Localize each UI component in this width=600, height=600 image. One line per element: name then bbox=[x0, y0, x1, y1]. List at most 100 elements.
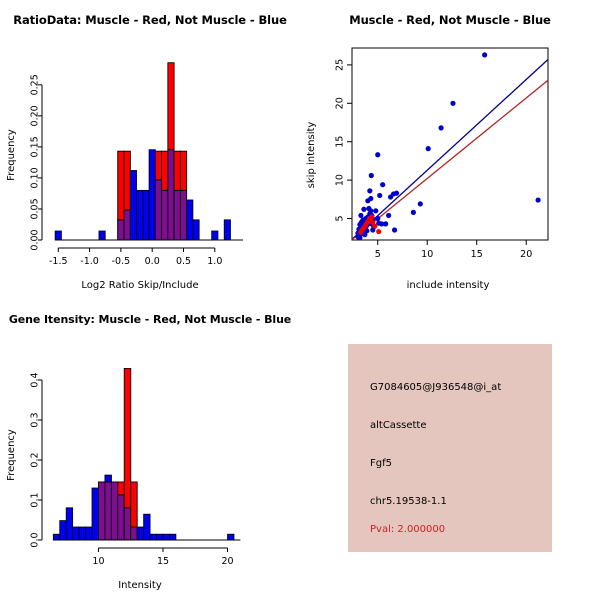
scatter-point bbox=[535, 197, 541, 203]
histogram-bar-blue bbox=[162, 533, 170, 541]
scatter-point bbox=[358, 229, 364, 235]
histogram-bar-overlap bbox=[161, 189, 169, 241]
locus-text: chr5.19538-1.1 bbox=[370, 496, 447, 507]
scatter-point bbox=[383, 221, 389, 227]
ratio-histogram-bars bbox=[54, 62, 243, 241]
scatter-point bbox=[370, 227, 376, 233]
scatter-point bbox=[482, 52, 488, 58]
scatter-plot-y-axis-label: skip intensity bbox=[306, 122, 317, 189]
scatter-point bbox=[375, 152, 381, 158]
y-tick-label: 0.05 bbox=[29, 198, 40, 219]
gene-info-panel: G7084605@J936548@i_at altCassette Fgf5 c… bbox=[300, 300, 600, 600]
y-tick-label: 0.20 bbox=[29, 105, 40, 126]
histogram-bar-blue bbox=[169, 533, 177, 541]
histogram-bar-red bbox=[123, 368, 132, 509]
histogram-bar-blue bbox=[52, 533, 61, 541]
y-tick-label: 0.1 bbox=[29, 492, 40, 507]
histogram-bar-red bbox=[117, 150, 125, 221]
scatter-point bbox=[361, 206, 367, 212]
y-tick-label: 20 bbox=[334, 97, 345, 109]
scatter-point bbox=[372, 223, 378, 229]
scatter-point bbox=[425, 146, 431, 152]
scatter-point bbox=[380, 182, 386, 188]
y-tick-label: 0.10 bbox=[29, 167, 40, 188]
histogram-bar-blue bbox=[72, 526, 80, 541]
histogram-bar-overlap bbox=[98, 481, 106, 541]
histogram-bar-red bbox=[173, 150, 181, 191]
histogram-bar-overlap bbox=[130, 526, 138, 541]
scatter-point bbox=[379, 221, 385, 227]
histogram-bar-blue bbox=[54, 230, 62, 241]
ratio-histogram-axes: -1.5 -1.0 -0.5 0.0 0.5 1.0 0.00 0.05 0.10 0.15 0.2… bbox=[29, 74, 222, 267]
scatter-point bbox=[370, 219, 376, 225]
scatter-point bbox=[358, 212, 364, 219]
histogram-bar-blue bbox=[98, 230, 106, 241]
x-tick-label: 15 bbox=[157, 556, 169, 567]
histogram-bar-overlap bbox=[173, 189, 181, 241]
scatter-point bbox=[386, 212, 392, 219]
histogram-bar-blue bbox=[85, 526, 93, 541]
scatter-plot-svg: 5 10 15 20 5 10 15 20 25 include intensity skip … bbox=[306, 47, 549, 291]
event-type-text: altCassette bbox=[370, 420, 427, 431]
scatter-point bbox=[366, 205, 372, 212]
x-tick-label: 20 bbox=[520, 249, 532, 260]
scatter-fit-line bbox=[351, 79, 549, 241]
histogram-bar-blue bbox=[143, 513, 151, 541]
histogram-bar-blue bbox=[129, 170, 137, 241]
x-tick-label: 0.0 bbox=[145, 256, 160, 267]
scatter-point bbox=[450, 100, 456, 106]
scatter-plot-x-axis-label: include intensity bbox=[407, 280, 490, 291]
scatter-point bbox=[365, 198, 371, 204]
pval-text: Pval: 2.000000 bbox=[370, 524, 446, 535]
histogram-bar-red bbox=[154, 150, 162, 181]
scatter-point bbox=[376, 228, 382, 235]
histogram-bar-blue bbox=[149, 533, 157, 541]
histogram-bar-overlap bbox=[110, 481, 119, 541]
histogram-bar-overlap bbox=[179, 189, 188, 241]
y-tick-label: 0.4 bbox=[29, 372, 40, 387]
y-tick-label: 0.3 bbox=[29, 412, 40, 427]
scatter-point bbox=[438, 125, 444, 131]
histogram-bar-overlap bbox=[123, 209, 131, 241]
scatter-point bbox=[410, 209, 416, 215]
y-tick-label: 0.0 bbox=[29, 532, 40, 547]
scatter-plot-box bbox=[351, 47, 549, 241]
histogram-bar-red bbox=[117, 481, 125, 496]
x-tick-label: -1.0 bbox=[80, 256, 99, 267]
scatter-point bbox=[357, 235, 363, 241]
histogram-bar-overlap bbox=[123, 507, 132, 541]
scatter-plot-title: Muscle - Red, Not Muscle - Blue bbox=[349, 13, 551, 27]
histogram-bar-overlap bbox=[104, 481, 112, 541]
histogram-bar-blue bbox=[211, 230, 219, 241]
y-tick-label: 0.25 bbox=[29, 74, 40, 95]
scatter-point bbox=[417, 201, 423, 207]
histogram-bar-blue bbox=[227, 533, 235, 541]
ratio-histogram-panel: RatioData: Muscle - Red, Not Muscle - Bl… bbox=[0, 0, 300, 300]
histogram-bar-blue bbox=[156, 533, 164, 541]
gene-intensity-histogram-x-axis-label: Intensity bbox=[118, 580, 162, 591]
x-tick-label: 10 bbox=[92, 556, 104, 567]
scatter-fit-line bbox=[351, 59, 549, 240]
histogram-bar-blue bbox=[65, 507, 74, 541]
histogram-bar-blue bbox=[148, 149, 156, 241]
ratio-histogram-y-axis-label: Frequency bbox=[6, 129, 17, 181]
scatter-point bbox=[368, 172, 374, 179]
gene-intensity-histogram-bars bbox=[52, 368, 241, 541]
y-tick-label: 0.2 bbox=[29, 452, 40, 467]
x-tick-label: -0.5 bbox=[112, 256, 131, 267]
probe-id-text: G7084605@J936548@i_at bbox=[370, 382, 502, 393]
histogram-bar-overlap bbox=[117, 219, 125, 241]
scatter-point bbox=[391, 227, 398, 233]
histogram-bar-blue bbox=[142, 189, 150, 241]
scatter-plot-panel: Muscle - Red, Not Muscle - Blue 5 10 15 20 5… bbox=[300, 0, 600, 300]
x-tick-label: 5 bbox=[375, 249, 381, 260]
x-tick-label: 1.0 bbox=[207, 256, 222, 267]
histogram-bar-red bbox=[130, 481, 138, 528]
y-tick-label: 0.00 bbox=[29, 229, 40, 250]
histogram-bar-red bbox=[161, 150, 169, 191]
gene-intensity-histogram-svg: 10 15 20 0.0 0.1 0.2 0.3 0.4 Intensity Frequenc… bbox=[6, 368, 241, 591]
histogram-bar-blue bbox=[136, 526, 145, 541]
histogram-bar-blue bbox=[136, 189, 144, 241]
scatter-plot-axes: 5 10 15 20 5 10 15 20 25 bbox=[334, 59, 532, 260]
histogram-bar-red bbox=[167, 62, 175, 151]
